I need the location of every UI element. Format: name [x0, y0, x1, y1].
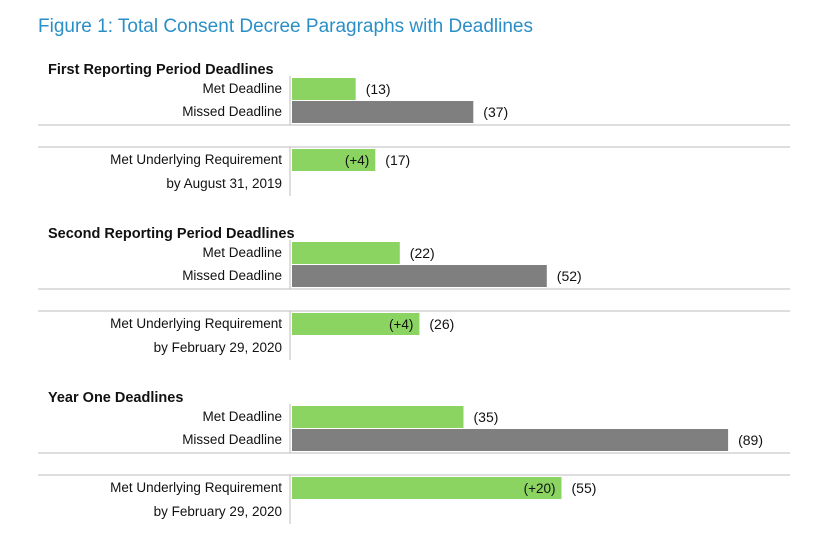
met-underlying-requirement-bar: [292, 149, 376, 171]
category-label: Met Deadline: [202, 245, 282, 260]
data-label: (55): [572, 480, 597, 496]
data-label: (17): [385, 152, 410, 168]
data-label: (22): [410, 245, 435, 261]
increase-label: (+4): [389, 317, 413, 332]
data-label: (35): [474, 409, 499, 425]
category-label: Missed Deadline: [182, 104, 282, 119]
category-label: Missed Deadline: [182, 432, 282, 447]
met-underlying-requirement-bar: [292, 313, 420, 335]
missed-deadline-bar: [292, 101, 474, 123]
met-underlying-requirement-bar: [292, 477, 562, 499]
section-title: First Reporting Period Deadlines: [48, 62, 274, 78]
increase-label: (+4): [345, 153, 369, 168]
met-deadline-bar: [292, 242, 400, 264]
data-label: (13): [366, 81, 391, 97]
data-label: (89): [738, 432, 763, 448]
data-label: (37): [483, 104, 508, 120]
category-label: Missed Deadline: [182, 268, 282, 283]
category-label: Met Underlying Requirement: [110, 480, 282, 495]
category-label: Met Deadline: [202, 81, 282, 96]
category-label: Met Underlying Requirement: [110, 152, 282, 167]
met-deadline-bar: [292, 406, 464, 428]
category-label: by August 31, 2019: [166, 176, 282, 191]
missed-deadline-bar: [292, 429, 729, 451]
category-label: Met Deadline: [202, 409, 282, 424]
category-label: by February 29, 2020: [154, 504, 282, 519]
data-label: (26): [429, 316, 454, 332]
missed-deadline-bar: [292, 265, 547, 287]
met-deadline-bar: [292, 78, 356, 100]
figure-title: Figure 1: Total Consent Decree Paragraph…: [38, 16, 533, 37]
section-title: Second Reporting Period Deadlines: [48, 226, 295, 242]
section-title: Year One Deadlines: [48, 390, 183, 406]
category-label: by February 29, 2020: [154, 340, 282, 355]
data-label: (52): [557, 268, 582, 284]
category-label: Met Underlying Requirement: [110, 316, 282, 331]
increase-label: (+20): [524, 481, 556, 496]
